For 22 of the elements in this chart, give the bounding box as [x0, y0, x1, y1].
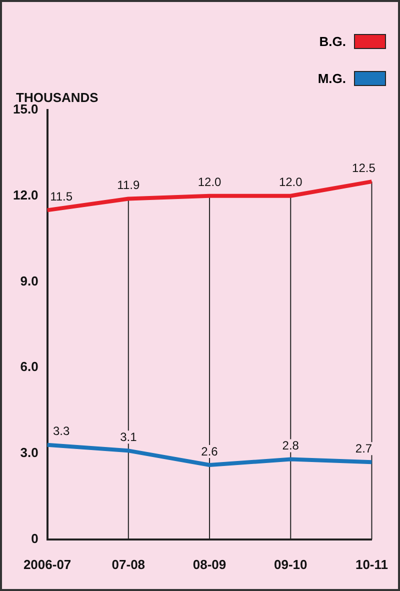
data-label: 3.3 [52, 424, 70, 438]
y-tick-label: 6.0 [20, 359, 38, 374]
data-label: 2.7 [355, 441, 372, 456]
x-tick-label: 10-11 [355, 556, 388, 572]
data-label: 12.5 [352, 160, 376, 175]
data-label: 12.0 [198, 175, 222, 190]
x-tick-label: 08-09 [192, 556, 226, 572]
y-tick-label: 0 [31, 530, 38, 546]
y-tick-label: 12.0 [12, 187, 38, 202]
data-label: 11.5 [50, 190, 73, 204]
legend-label: M.G. [318, 71, 346, 86]
data-label: 12.0 [278, 175, 303, 190]
data-label: 2.8 [282, 438, 300, 453]
data-label: 11.9 [117, 178, 140, 192]
y-tick-label: 9.0 [20, 273, 38, 288]
x-tick-label: 07-08 [112, 556, 146, 572]
data-label: 2.6 [201, 444, 218, 458]
y-tick-label: 3.0 [20, 445, 38, 460]
x-tick-label: 09-10 [274, 556, 308, 572]
data-label: 3.1 [120, 430, 138, 444]
x-tick-label: 2006-07 [23, 556, 72, 572]
legend-label: B.G. [319, 34, 346, 49]
